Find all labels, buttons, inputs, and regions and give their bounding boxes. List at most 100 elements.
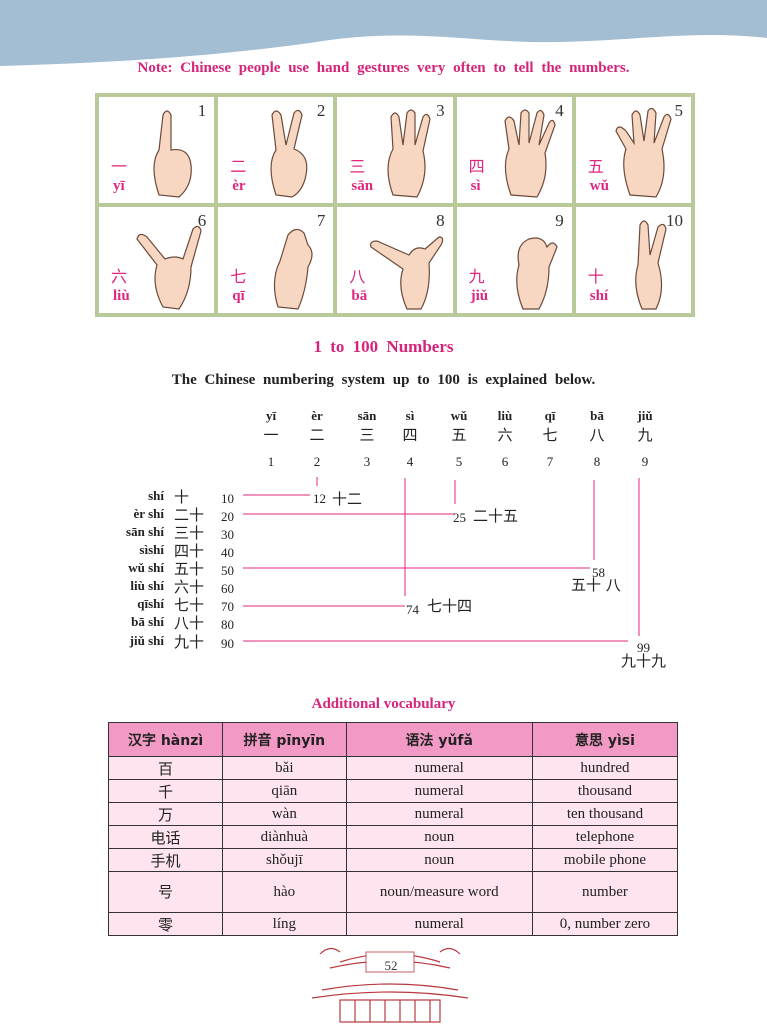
gesture-number: 6 [197,211,207,230]
vocab-cell: qiān [222,779,347,803]
gesture-hanzi: 五 [587,157,604,176]
hand-gesture-icon [270,109,308,198]
gesture-number: 1 [197,101,207,120]
vocab-cell: 0, number zero [531,912,679,936]
digit-hanzi: 九 [637,426,652,444]
vocab-cell: mobile phone [531,848,679,872]
vocab-cell: 号 [107,871,224,913]
gesture-hanzi: 十 [587,267,604,286]
example-hanzi: 九十九 [621,652,666,670]
tens-number: 20 [221,509,234,524]
vocab-cell: 万 [107,802,224,826]
gesture-cell-2: 2 二 èr [218,97,334,203]
vocab-table: 汉字 hànzì 拼音 pīnyīn 语法 yǔfǎ 意思 yìsi 百 bǎi nume… [107,722,679,936]
example-number: 25 [453,510,466,525]
gesture-cell-5: 5 五 wǔ [575,97,691,203]
tens-hanzi: 四十 [174,542,204,560]
table-row: 电话 diànhuà noun telephone [107,825,679,849]
hand-gesture-grid: 1 一 yī 2 二 èr 3 三 sān 4 四 sì 5 五 wǔ 6 六 liù 7 七 qī 8 八 bā 9 九 jiǔ 1… [95,93,695,317]
digit-number: 3 [364,454,371,469]
gesture-pinyin: èr [232,178,246,194]
tens-hanzi: 七十 [174,596,204,614]
digit-hanzi: 二 [309,426,324,444]
example-number: 99 [637,640,650,655]
digit-hanzi: 六 [497,426,512,444]
gesture-pinyin: sì [470,178,481,194]
gesture-number: 10 [665,211,683,230]
table-row: 千 qiān numeral thousand [107,779,679,803]
gesture-cell-4: 4 四 sì [456,97,572,203]
gesture-pinyin: liù [113,288,130,304]
example-hanzi: 十二 [332,490,362,508]
digit-number: 2 [314,454,321,469]
page-number: 52 [384,958,398,973]
digit-hanzi: 四 [402,426,417,444]
example-hanzi: 二十五 [473,507,518,525]
hand-gesture-icon [515,237,558,310]
gesture-cell-9: 9 九 jiǔ [456,207,572,313]
tens-hanzi: 五十 [174,560,204,578]
vocab-header-1: 拼音 pīnyīn [222,722,347,757]
gesture-cell-8: 8 八 bā [337,207,453,313]
vocab-cell: numeral [345,912,533,936]
vocab-cell: 手机 [107,848,224,872]
hand-gesture-icon [615,107,672,198]
vocab-header-3: 意思 yìsi [531,722,679,757]
gesture-hanzi: 二 [230,157,247,176]
vocab-cell: 零 [107,912,224,936]
tens-hanzi: 十 [174,488,189,506]
hand-gesture-icon [634,220,667,310]
gesture-hanzi: 三 [349,157,366,176]
gesture-hanzi: 一 [111,157,128,176]
vocab-cell: diànhuà [222,825,347,849]
example-number: 74 [406,602,420,617]
vocab-cell: ten thousand [531,802,679,826]
tens-number: 30 [221,527,234,542]
gesture-pinyin: wǔ [589,178,609,194]
tens-hanzi: 二十 [174,506,204,524]
vocab-cell: noun [345,848,533,872]
gesture-hanzi: 八 [349,267,366,286]
vocab-cell: shǒujī [222,848,347,872]
tens-pinyin: qīshí [137,596,164,611]
digit-hanzi: 七 [542,426,557,444]
digit-pinyin: sì [406,408,415,423]
gesture-hanzi: 四 [468,157,485,176]
tens-pinyin: bā shí [131,614,164,629]
vocab-cell: 千 [107,779,224,803]
gesture-hanzi: 七 [230,267,247,286]
example-number: 58 [592,565,605,580]
hand-gesture-icon [503,109,556,198]
tens-hanzi: 八十 [174,614,204,632]
gesture-pinyin: qī [232,288,245,304]
table-row: 号 hào noun/measure word number [107,871,679,913]
tens-number: 70 [221,599,234,614]
digit-number: 5 [456,454,463,469]
vocab-cell: thousand [531,779,679,803]
tens-pinyin: wǔ shí [128,560,164,575]
gesture-cell-3: 3 三 sān [337,97,453,203]
header-wave [0,0,767,66]
hand-gesture-icon [370,236,444,310]
vocab-cell: numeral [345,802,533,826]
hand-gesture-icon [274,228,313,310]
section-title: 1 to 100 Numbers [313,337,454,356]
vocab-cell: number [531,871,679,913]
digit-pinyin: yī [266,408,277,423]
vocab-cell: numeral [345,756,533,780]
gesture-hanzi: 六 [111,267,128,286]
example-number: 12 [313,491,326,506]
digit-number: 1 [268,454,275,469]
tens-pinyin: shí [148,488,164,503]
example-hanzi: 七十四 [427,597,472,615]
gesture-pinyin: sān [351,178,374,194]
gesture-number: 2 [316,101,326,120]
vocab-header-0: 汉字 hànzì [107,722,224,757]
vocab-cell: hundred [531,756,679,780]
gesture-number: 4 [555,101,564,120]
digit-pinyin: bā [590,408,604,423]
tens-number: 60 [221,581,234,596]
tens-hanzi: 九十 [174,633,204,651]
digit-hanzi: 三 [359,426,374,444]
gesture-hanzi: 九 [468,267,485,286]
